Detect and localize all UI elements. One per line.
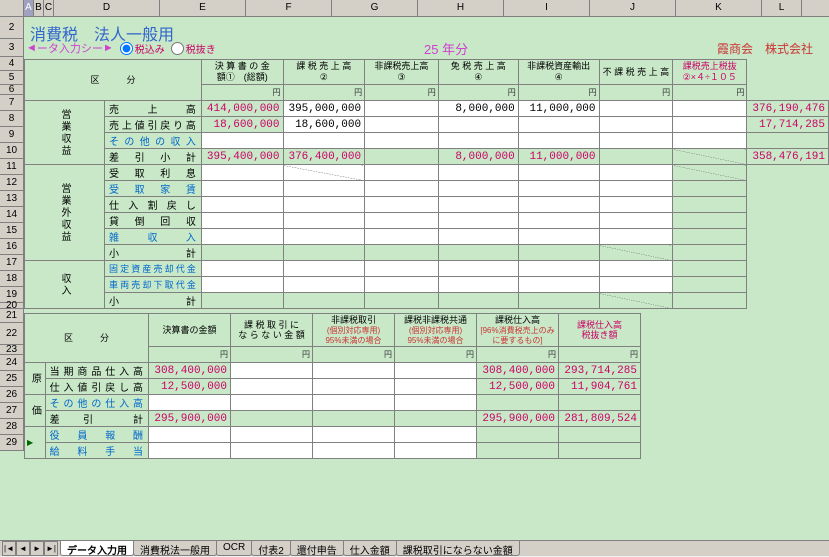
- tab-next-icon[interactable]: ►: [30, 541, 44, 556]
- table-row: 価その他の仕入高: [25, 395, 641, 411]
- row-headers: 2345678910111213141516171819202122232425…: [0, 17, 24, 451]
- table-row: 仕入値引戻し高12,500,00012,500,00011,904,761: [25, 379, 641, 395]
- table-row: 受 取 家 賃: [25, 181, 829, 197]
- header-exempt: 免 税 売 上 高④: [438, 60, 518, 85]
- table-row: 仕 入 割 戻 し: [25, 197, 829, 213]
- table-row: 差 引 計295,900,000295,900,000281,809,524: [25, 411, 641, 427]
- tab-last-icon[interactable]: ►|: [44, 541, 58, 556]
- tab-2[interactable]: OCR: [216, 541, 252, 556]
- company-name: 霞商会 株式会社: [717, 40, 813, 57]
- table-row: 貸 倒 回 収: [25, 213, 829, 229]
- year-label: 25 年分: [424, 39, 468, 58]
- table-row: 給 料 手 当: [25, 443, 641, 459]
- tab-5[interactable]: 仕入金額: [343, 541, 397, 556]
- arrow-left-icon: ◄: [26, 42, 37, 54]
- tab-0[interactable]: データ入力用: [60, 541, 134, 556]
- table-row: その他の収入: [25, 133, 829, 149]
- radio-tax-excluded[interactable]: 税抜き: [171, 41, 216, 56]
- radio-tax-included[interactable]: 税込み: [120, 41, 165, 56]
- tab-6[interactable]: 課税取引にならない金額: [396, 541, 520, 556]
- purchase-table: 区 分 決算書の金額 課 税 取 引 にな ら な い 金 額 非課税取引(個別…: [24, 313, 641, 459]
- header2-kubun: 区 分: [25, 314, 149, 363]
- table-row: 雑 収 入: [25, 229, 829, 245]
- table-row: 差 引 小 計395,400,000376,400,0008,000,00011…: [25, 149, 829, 165]
- sheet-tabs: |◄ ◄ ► ►| データ入力用消費税法一般用OCR付表2還付申告仕入金額課税取…: [0, 540, 829, 556]
- header-kubun: 区 分: [25, 60, 202, 101]
- table-row: ▶役 員 報 酬: [25, 427, 641, 443]
- tab-4[interactable]: 還付申告: [290, 541, 344, 556]
- table-row: 営業外収益受 取 利 息: [25, 165, 829, 181]
- tab-prev-icon[interactable]: ◄: [16, 541, 30, 556]
- table-row: 原当期商品仕入高308,400,000308,400,000293,714,28…: [25, 363, 641, 379]
- header-nontax: 非課税売上高③: [365, 60, 439, 85]
- table-row: 営業収益売 上 高414,000,000395,000,0008,000,000…: [25, 101, 829, 117]
- table-row: 収入固定資産売却代金: [25, 261, 829, 277]
- tab-3[interactable]: 付表2: [251, 541, 291, 556]
- table-row: 売上値引戻り高18,600,00018,600,00017,714,285: [25, 117, 829, 133]
- header-taxexcl: 課税売上税抜②×４÷１０５: [673, 60, 747, 85]
- header-amount: 決 算 書 の 金額① (総額): [201, 60, 283, 85]
- header-export: 非課税資産輸出④: [518, 60, 599, 85]
- header-untaxed: 不 課 税 売 上 高: [599, 60, 673, 85]
- table-row: 小 計: [25, 293, 829, 309]
- revenue-table: 区 分 決 算 書 の 金額① (総額) 課 税 売 上 高② 非課税売上高③ …: [24, 59, 829, 309]
- tab-1[interactable]: 消費税法一般用: [133, 541, 217, 556]
- header-taxable: 課 税 売 上 高②: [283, 60, 365, 85]
- tab-first-icon[interactable]: |◄: [2, 541, 16, 556]
- page-title: 消費税 法人一般用: [24, 17, 829, 39]
- column-headers: ABCDEFGHIJKL: [0, 0, 829, 17]
- table-row: 小 計: [25, 245, 829, 261]
- table-row: 車両売却下取代金: [25, 277, 829, 293]
- subtitle: ータ入力シー: [37, 40, 103, 56]
- arrow-right-icon: ►: [103, 42, 114, 54]
